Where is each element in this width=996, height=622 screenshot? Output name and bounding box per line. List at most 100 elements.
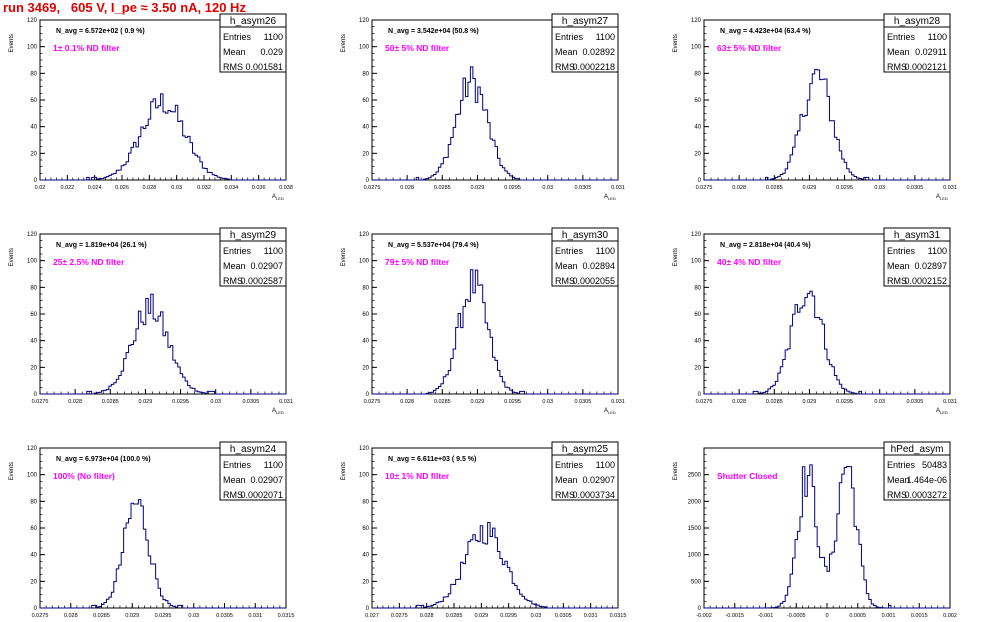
x-tick-label: 0.0005 [849, 613, 866, 619]
y-tick-label: 60 [362, 312, 369, 318]
x-tick-label: 0.0305 [216, 613, 233, 619]
histogram-line [372, 269, 618, 395]
stats-title: h_asym31 [894, 230, 941, 241]
run-title: run 3469, 605 V, I_pe ≈ 3.50 nA, 120 Hz [3, 0, 246, 15]
stats-title: h_asym24 [230, 444, 277, 455]
y-tick-label: 40 [362, 553, 369, 559]
stats-value: 1100 [596, 246, 615, 256]
filter-label: 25± 2.5% ND filter [53, 257, 125, 267]
x-tick-label: 0.036 [252, 185, 266, 191]
y-tick-label: 100 [359, 473, 370, 479]
stats-label: Entries [223, 460, 252, 470]
x-tick-label: -0.001 [758, 613, 774, 619]
y-axis-label: Events [9, 34, 15, 52]
filter-label: 1± 0.1% ND filter [53, 43, 120, 53]
stats-value: 1100 [264, 32, 283, 42]
histogram-line [704, 68, 950, 181]
navg-label: N_avg = 6.973e+04 (100.0 %) [56, 456, 151, 463]
y-tick-label: 80 [30, 499, 37, 505]
stats-value: 0.001581 [245, 62, 283, 72]
x-tick-label: 0.03 [874, 399, 885, 405]
y-axis-label: Events [341, 248, 347, 266]
y-tick-label: 0 [366, 606, 370, 612]
x-tick-label: 0.028 [420, 613, 434, 619]
y-tick-label: 60 [694, 98, 701, 104]
x-tick-label: 0.03 [171, 185, 182, 191]
y-axis-label: Events [341, 34, 347, 52]
stats-box [219, 441, 287, 501]
x-tick-label: 0.031 [248, 613, 262, 619]
x-tick-label: 0.029 [471, 399, 485, 405]
y-tick-label: 80 [30, 71, 37, 77]
panel-h_asym28: 0 20 40 60 80 100 120 0.0275 0.028 0.0285 0.029 0.0… [673, 13, 957, 201]
stats-box [883, 13, 951, 73]
x-tick-label: -0.0005 [787, 613, 806, 619]
filter-label: 40± 4% ND filter [717, 257, 782, 267]
stats-value: 1100 [264, 460, 283, 470]
x-axis-label: ALED [604, 408, 616, 415]
stats-title: h_asym27 [562, 16, 609, 27]
stats-label: RMS [223, 276, 243, 286]
x-tick-label: 0.0295 [500, 613, 517, 619]
filter-label: 79± 5% ND filter [385, 257, 450, 267]
stats-label: Mean [555, 261, 578, 271]
y-axis-label: Events [673, 462, 679, 480]
x-tick-label: 0.038 [279, 185, 293, 191]
stats-label: Mean [887, 47, 910, 57]
x-tick-label: 0.028 [68, 399, 82, 405]
navg-label: N_avg = 1.819e+04 (26.1 %) [56, 242, 147, 249]
panel-h_asym30: 0 20 40 60 80 100 120 0.0275 0.028 0.0285 0.029 0.0… [341, 227, 625, 415]
stats-label: RMS [555, 490, 575, 500]
y-tick-label: 2000 [688, 499, 702, 505]
y-tick-label: 0 [34, 392, 38, 398]
stats-value: 0.02907 [250, 261, 283, 271]
panel-hPed_asym: 0 500 1000 1500 2000 2500 -0.002 -0.0015 -0.001 -… [673, 441, 957, 619]
x-axis-label-subscript: LED [608, 196, 616, 201]
x-axis-label-subscript: LED [276, 410, 284, 415]
stats-label: Mean [887, 475, 910, 485]
y-tick-label: 20 [694, 365, 701, 371]
y-tick-label: 1500 [688, 526, 702, 532]
y-tick-label: 100 [359, 45, 370, 51]
y-tick-label: 40 [30, 553, 37, 559]
stats-value: 1100 [596, 32, 615, 42]
x-tick-label: 0.001 [882, 613, 896, 619]
x-axis-label: ALED [272, 194, 284, 201]
y-tick-label: 60 [30, 526, 37, 532]
histogram-line [704, 290, 950, 395]
x-tick-label: 0.0275 [364, 185, 381, 191]
y-tick-label: 20 [362, 579, 369, 585]
y-tick-label: 60 [30, 98, 37, 104]
y-tick-label: 100 [27, 259, 38, 265]
x-tick-label: 0.028 [142, 185, 156, 191]
y-axis-label: Events [9, 248, 15, 266]
y-axis-label: Events [9, 462, 15, 480]
stats-value: 1100 [928, 32, 947, 42]
stats-label: Entries [223, 32, 252, 42]
stats-label: RMS [223, 490, 243, 500]
x-tick-label: 0.03 [531, 613, 542, 619]
filter-label: Shutter Closed [717, 471, 777, 481]
stats-box [219, 13, 287, 73]
filter-label: 63± 5% ND filter [717, 43, 782, 53]
x-tick-label: 0.028 [64, 613, 78, 619]
navg-label: N_avg = 4.423e+04 (63.4 %) [720, 28, 811, 35]
y-tick-label: 80 [694, 71, 701, 77]
x-tick-label: 0.0305 [574, 185, 591, 191]
x-tick-label: 0.03 [542, 399, 553, 405]
stats-label: Entries [555, 32, 584, 42]
y-tick-label: 0 [698, 606, 702, 612]
stats-title: h_asym25 [562, 444, 609, 455]
stats-label: Entries [887, 246, 916, 256]
navg-label: N_avg = 2.818e+04 (40.4 %) [720, 242, 811, 249]
x-tick-label: 0.0295 [836, 185, 853, 191]
x-tick-label: 0.0315 [278, 613, 295, 619]
navg-label: N_avg = 6.572e+02 ( 0.9 %) [56, 28, 145, 35]
x-tick-label: 0.0295 [504, 185, 521, 191]
stats-label: Entries [555, 460, 584, 470]
x-tick-label: 0.0305 [555, 613, 572, 619]
histogram-line [40, 293, 286, 395]
panel-h_asym25: 0 20 40 60 80 100 120 0.027 0.0275 0.028 0.0285 0.0… [341, 441, 626, 619]
navg-label: N_avg = 3.542e+04 (50.8 %) [388, 28, 479, 35]
histogram-line [372, 522, 618, 609]
